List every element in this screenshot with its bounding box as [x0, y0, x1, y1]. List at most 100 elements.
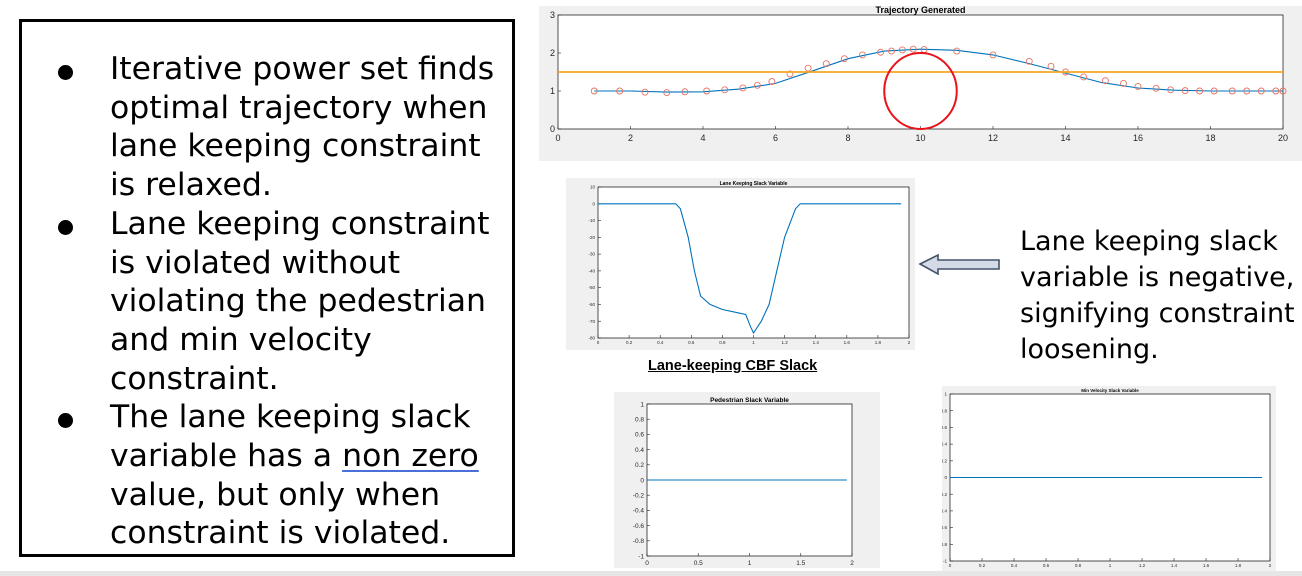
y-tick-label: 0.4 — [942, 442, 947, 447]
series-line — [598, 203, 902, 335]
data-point — [641, 88, 649, 96]
data-point — [877, 48, 885, 56]
data-point — [1279, 87, 1287, 95]
x-tick-label: 1.4 — [813, 340, 820, 345]
bullet-text: The lane keeping slack variable has a — [110, 399, 471, 475]
y-tick-label: 0.4 — [635, 447, 644, 454]
left-arrow-icon — [918, 253, 1000, 275]
y-tick-label: -1 — [638, 553, 644, 560]
bullet-text: Lane keeping constraint is violated with… — [110, 205, 490, 397]
x-tick-label: 18 — [1205, 133, 1215, 143]
x-tick-label: 2 — [908, 340, 911, 345]
data-point — [840, 55, 848, 63]
x-tick-label: 1.8 — [1235, 563, 1242, 568]
x-tick-label: 20 — [1278, 133, 1288, 143]
y-tick-label: -20 — [588, 235, 595, 240]
bullet-text: Iterative power set finds optimal trajec… — [110, 51, 495, 204]
y-tick-label: 0.8 — [635, 416, 644, 423]
x-tick-label: 1 — [748, 560, 752, 567]
y-tick-label: 2 — [550, 48, 555, 58]
data-point — [590, 87, 598, 95]
data-point — [1080, 73, 1088, 81]
lane-keeping-svg: Lane Keeping Slack Variable 0 0.2 0.4 0.6 0.8… — [588, 181, 911, 345]
x-tick-label: 2 — [1269, 563, 1272, 568]
bullet-dot-icon — [58, 413, 73, 429]
y-tick-label: -0.4 — [942, 508, 947, 513]
x-tick-label: 1.8 — [875, 340, 882, 345]
data-point — [1243, 87, 1251, 95]
bullet-dot-icon — [58, 219, 73, 235]
trajectory-chart: Trajectory Generated 0 2 4 6 8 10 12 14 16 18 20 0 1 2… — [539, 6, 1302, 161]
x-tick-label: 2 — [850, 560, 854, 567]
x-tick-label: 0 — [597, 340, 600, 345]
x-tick-label: 0.2 — [979, 563, 986, 568]
x-tick-label: 1.6 — [844, 340, 851, 345]
data-point — [953, 47, 961, 55]
min-velocity-svg: Min Velocity Slack Variable 0 0.2 0.4 0.6 0.8… — [942, 388, 1272, 568]
data-point — [681, 88, 689, 96]
x-tick-label: 12 — [988, 133, 998, 143]
data-point — [909, 45, 917, 53]
data-point — [721, 86, 729, 94]
y-tick-label: 10 — [590, 185, 596, 190]
x-tick-label: 0.6 — [688, 340, 695, 345]
x-tick-label: 14 — [1060, 133, 1070, 143]
y-tick-label: 0.8 — [942, 408, 947, 413]
y-tick-label: -30 — [588, 252, 595, 257]
bottom-strip — [0, 571, 1302, 576]
y-tick-label: -0.6 — [942, 525, 947, 530]
x-tick-label: 0.4 — [657, 340, 664, 345]
y-tick-label: 0 — [944, 475, 947, 480]
y-tick-label: 0 — [592, 201, 595, 206]
data-point — [663, 89, 671, 96]
x-tick-label: 0 — [645, 560, 649, 567]
y-tick-label: -0.6 — [633, 523, 645, 530]
lane-keeping-chart: Lane Keeping Slack Variable 0 0.2 0.4 0.6 0.8… — [566, 178, 915, 350]
y-tick-label: 1 — [944, 392, 947, 397]
y-tick-label: 0.2 — [942, 458, 947, 463]
y-tick-label: -40 — [588, 268, 595, 273]
chart-title: Min Velocity Slack Variable — [1081, 388, 1139, 393]
x-tick-label: 2 — [628, 133, 633, 143]
data-point — [1196, 87, 1204, 95]
data-point — [822, 60, 830, 68]
bullet-item: Iterative power set finds optimal trajec… — [52, 50, 512, 205]
x-tick-label: 0.2 — [626, 340, 633, 345]
x-tick-label: 1 — [1109, 563, 1112, 568]
data-point — [739, 84, 747, 92]
chart-title: Trajectory Generated — [875, 6, 965, 15]
y-tick-label: 1 — [550, 86, 555, 96]
y-tick-label: -10 — [588, 218, 595, 223]
data-point — [703, 87, 711, 95]
data-point — [989, 51, 997, 59]
x-tick-label: 0.8 — [719, 340, 726, 345]
min-velocity-chart: Min Velocity Slack Variable 0 0.2 0.4 0.6 0.8… — [942, 386, 1276, 572]
y-tick-label: 0 — [640, 477, 644, 484]
x-tick-label: 0.5 — [694, 560, 703, 567]
y-tick-label: 3 — [550, 10, 555, 20]
x-tick-label: 0 — [555, 133, 560, 143]
y-tick-label: 0.2 — [635, 462, 644, 469]
y-tick-label: -0.2 — [942, 492, 947, 497]
chart-caption: Lane-keeping CBF Slack — [648, 358, 818, 374]
data-point — [1120, 79, 1127, 87]
data-point — [1134, 82, 1142, 90]
data-point — [1152, 84, 1160, 92]
y-tick-label: 0.6 — [942, 425, 947, 430]
x-tick-label: 0.6 — [1043, 563, 1050, 568]
bullet-text: value, but only when constraint is viola… — [110, 476, 451, 552]
x-tick-label: 0.4 — [1011, 563, 1018, 568]
data-point — [1025, 57, 1033, 65]
series-line — [594, 48, 1283, 93]
pedestrian-chart: Pedestrian Slack Variable 0 0.5 1 1.5 2 -1 -0.8… — [614, 392, 880, 568]
x-tick-label: 1.5 — [796, 560, 805, 567]
bullet-dot-icon — [58, 65, 73, 80]
data-point — [1047, 62, 1055, 70]
x-tick-label: 10 — [915, 133, 925, 143]
chart-title: Pedestrian Slack Variable — [710, 397, 789, 404]
y-tick-label: -1 — [943, 559, 947, 564]
x-tick-label: 1.2 — [1139, 563, 1146, 568]
plot-area — [597, 186, 910, 339]
bullet-list: Iterative power set finds optimal trajec… — [52, 50, 512, 553]
